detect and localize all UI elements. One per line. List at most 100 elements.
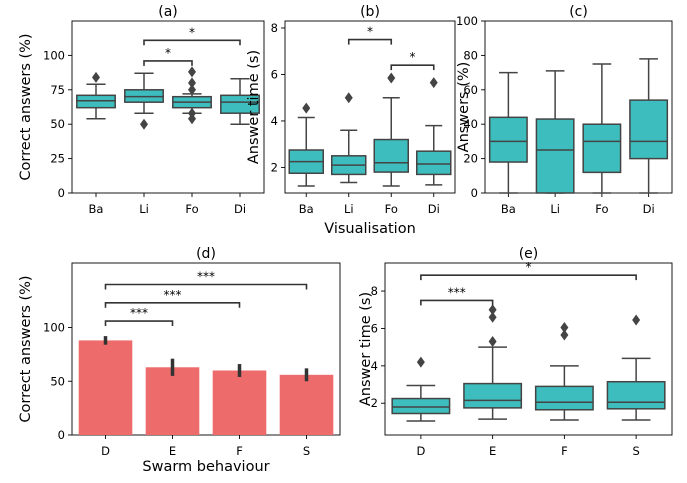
x-tick-label: Fo: [185, 202, 198, 216]
x-tick-label: D: [101, 444, 110, 458]
box-Ba: [288, 102, 324, 187]
y-tick-label: 50: [50, 117, 65, 131]
panel-d: (d) 0 50 100 D E F S Correct answers (%) Swarm be…: [18, 246, 341, 475]
x-tick-label: Di: [643, 202, 655, 216]
box-F: [534, 322, 594, 421]
y-tick-label: 2: [271, 160, 278, 174]
box-Li: [331, 92, 367, 184]
significance-label: ***: [164, 288, 182, 302]
box-iqr: [582, 123, 622, 174]
x-tick-label: S: [303, 444, 310, 458]
outlier-marker: [488, 311, 497, 323]
x-tick-label: E: [489, 444, 496, 458]
panel-title: (c): [569, 4, 588, 20]
box-iqr: [391, 397, 451, 415]
y-tick-label: 60: [463, 83, 478, 97]
outlier-marker: [632, 314, 641, 326]
box-iqr: [606, 380, 666, 410]
y-axis-label: Correct answers (%): [18, 275, 34, 422]
y-tick-label: 2: [371, 396, 378, 410]
outlier-marker: [140, 118, 148, 130]
y-tick-label: 100: [43, 48, 65, 62]
x-tick-label: Li: [550, 202, 560, 216]
outlier-marker: [302, 102, 311, 114]
outlier-marker: [188, 77, 196, 89]
box-iqr: [463, 382, 523, 409]
y-axis-label: Answers (%): [456, 62, 472, 153]
axes-frame: [484, 20, 673, 194]
axes-frame: [71, 20, 265, 194]
x-tick-label: F: [236, 444, 243, 458]
box-Li: [535, 70, 575, 194]
box-iqr: [416, 150, 452, 176]
x-axis-label: Visualisation: [324, 221, 416, 237]
y-axis-label: Correct answers (%): [18, 33, 34, 180]
y-tick-label: 6: [271, 67, 278, 81]
bar: [78, 340, 133, 435]
y-tick-label: 50: [50, 374, 65, 388]
x-tick-label: Ba: [89, 202, 104, 216]
x-tick-label: S: [632, 444, 639, 458]
significance-label: *: [165, 46, 171, 60]
box-iqr: [488, 116, 528, 163]
box-Di: [416, 77, 452, 186]
y-tick-label: 80: [463, 48, 478, 62]
box-E: [463, 304, 523, 420]
significance-bracket: [104, 320, 174, 327]
box-iqr: [220, 94, 260, 114]
outlier-marker: [560, 322, 569, 333]
box-iqr: [629, 99, 669, 160]
outlier-marker: [188, 113, 196, 125]
box-iqr: [535, 118, 575, 194]
outlier-marker: [344, 92, 353, 104]
panel-title: (d): [196, 246, 216, 262]
outlier-marker: [429, 77, 438, 89]
outlier-marker: [416, 356, 425, 368]
box-iqr: [534, 385, 594, 411]
x-tick-label: D: [416, 444, 425, 458]
significance-bracket: [420, 299, 494, 306]
outlier-marker: [387, 72, 396, 84]
box-D: [391, 356, 451, 422]
y-tick-label: 40: [463, 117, 478, 131]
outlier-marker: [488, 336, 497, 348]
y-tick-label: 8: [271, 21, 278, 35]
bar: [145, 367, 200, 435]
box-Fo: [373, 72, 409, 187]
axes-frame: [71, 262, 341, 436]
x-tick-label: F: [561, 444, 568, 458]
y-tick-label: 0: [58, 186, 65, 200]
x-tick-label: Li: [139, 202, 149, 216]
box-iqr: [373, 138, 409, 173]
significance-bracket: [420, 274, 637, 281]
x-tick-label: Ba: [299, 202, 314, 216]
box-Di: [629, 58, 669, 194]
axes-frame: [284, 20, 456, 194]
box-Li: [124, 72, 164, 130]
panel-a: (a) 0 25 50 75 100 Ba Li Fo Di Correct answers (%)…: [18, 4, 265, 216]
outlier-marker: [488, 304, 497, 316]
y-tick-label: 8: [371, 284, 378, 298]
box-Di: [220, 78, 260, 125]
x-tick-label: E: [169, 444, 176, 458]
significance-label: ***: [130, 306, 148, 320]
x-tick-label: Ba: [501, 202, 516, 216]
y-tick-label: 20: [463, 152, 478, 166]
y-tick-label: 100: [456, 14, 478, 28]
significance-label: *: [367, 25, 373, 39]
significance-label: *: [189, 25, 195, 39]
box-Fo: [582, 63, 622, 194]
panel-title: (b): [360, 4, 380, 20]
outlier-marker: [188, 107, 196, 119]
outlier-marker: [92, 71, 100, 83]
x-tick-label: Fo: [595, 202, 608, 216]
significance-label: *: [410, 50, 416, 64]
significance-bracket: [143, 39, 241, 46]
box-Fo: [172, 66, 212, 125]
x-tick-label: Fo: [385, 202, 398, 216]
y-tick-label: 75: [50, 83, 65, 97]
significance-label: *: [526, 260, 532, 274]
significance-bracket: [347, 38, 393, 45]
